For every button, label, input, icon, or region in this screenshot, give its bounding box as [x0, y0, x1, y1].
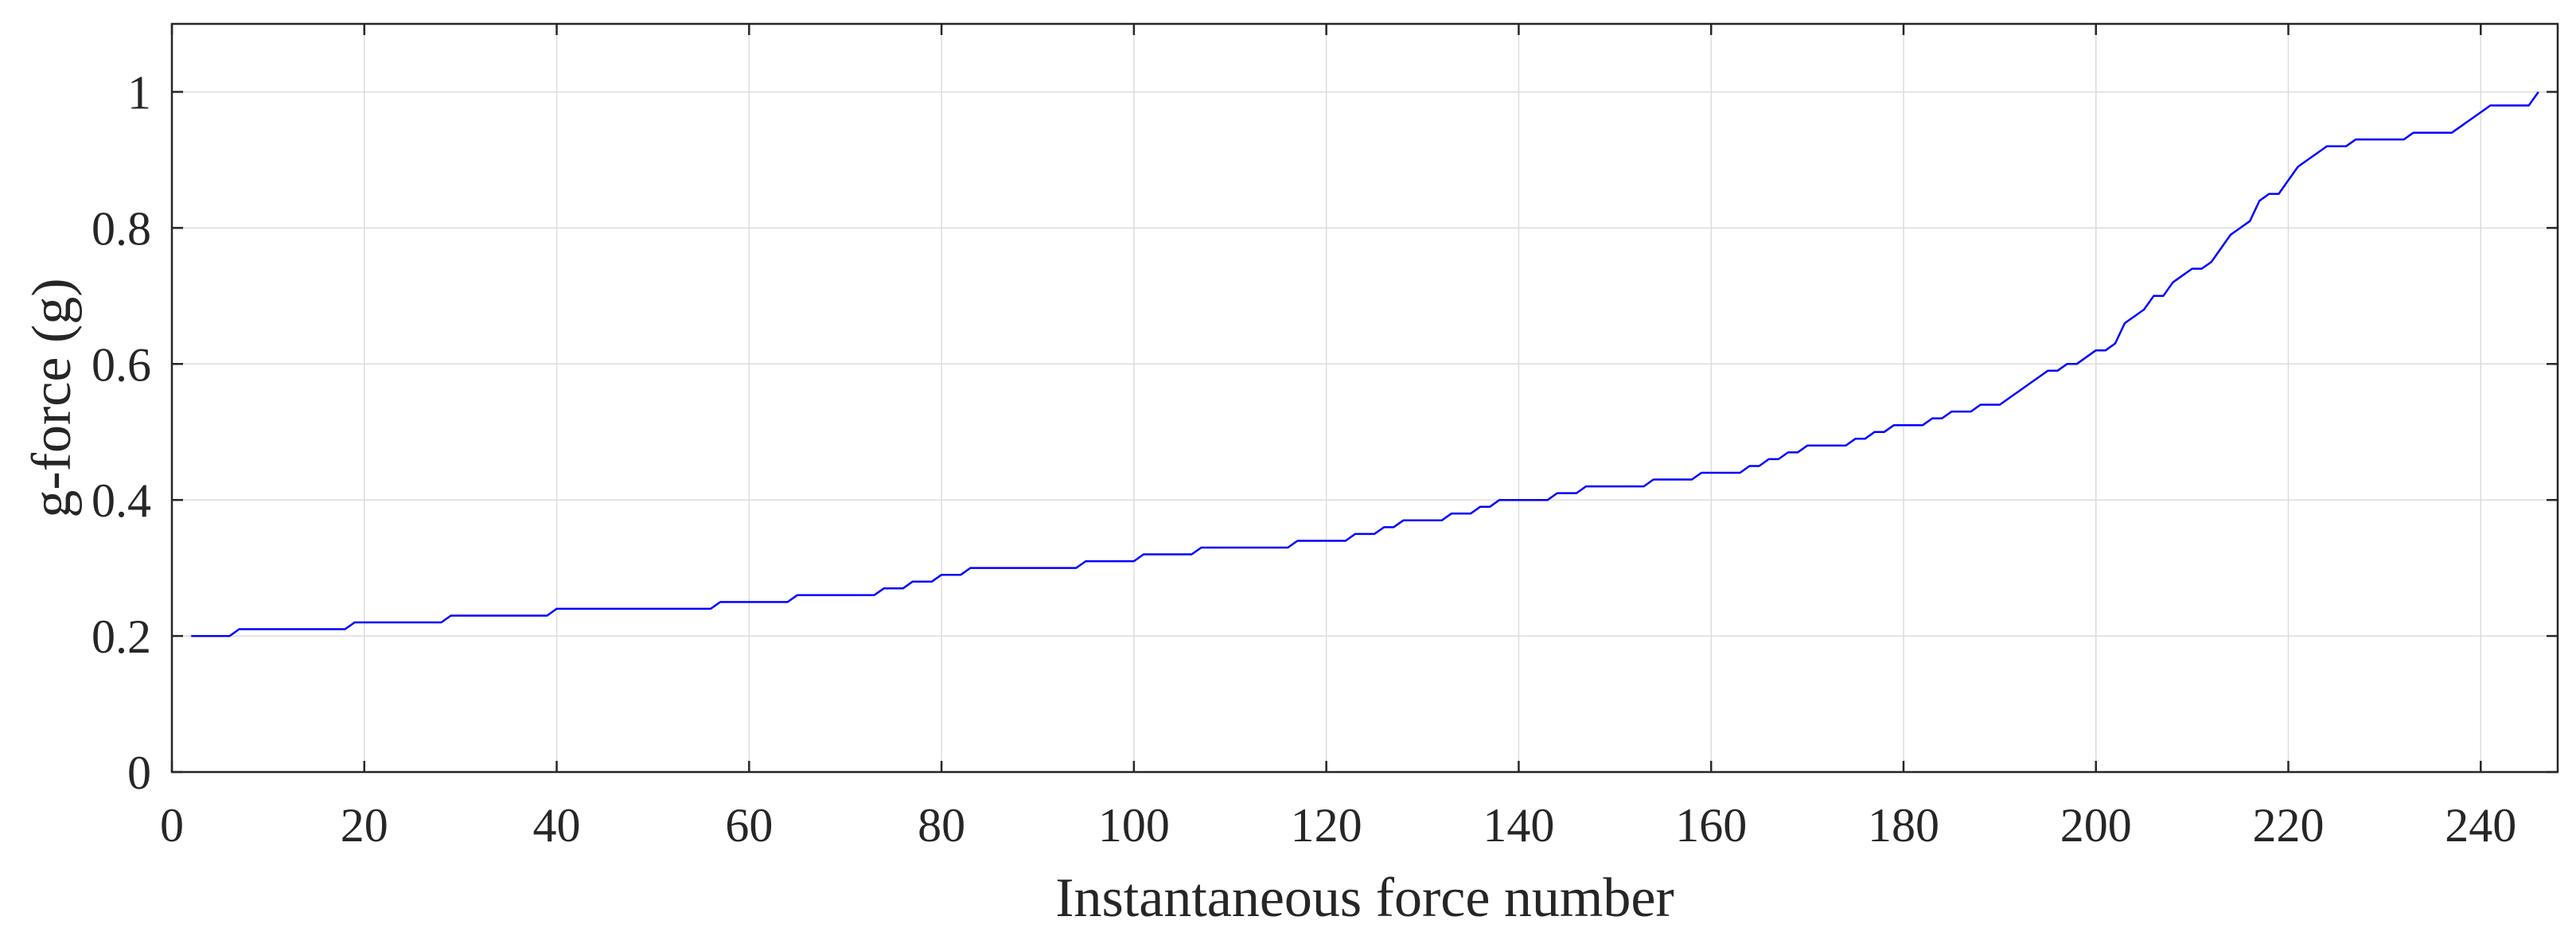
y-tick-label: 0.4 [92, 474, 151, 527]
x-tick-label: 0 [160, 799, 184, 852]
y-tick-label: 0.6 [92, 338, 151, 391]
x-tick-label: 220 [2253, 799, 2325, 852]
tick-marks [170, 24, 2558, 774]
x-tick-label: 120 [1291, 799, 1362, 852]
series-line [191, 91, 2539, 638]
x-tick-label: 20 [341, 799, 388, 852]
x-tick-label: 200 [2060, 799, 2132, 852]
y-tick-label: 0.8 [92, 202, 151, 255]
x-tick-label: 180 [1868, 799, 1939, 852]
y-tick-labels: 0 0.2 0.4 0.6 0.8 1 [92, 66, 151, 799]
y-tick-label: 0.2 [92, 610, 151, 663]
x-tick-label: 60 [725, 799, 773, 852]
plot-area [172, 24, 2558, 772]
x-tick-labels: 0 20 40 60 80 100 120 140 160 180 200 220 240 [160, 799, 2516, 852]
y-tick-label: 0 [127, 747, 151, 799]
x-tick-label: 140 [1483, 799, 1554, 852]
x-tick-label: 80 [918, 799, 965, 852]
y-axis-title: g-force (g) [21, 278, 83, 517]
x-tick-label: 160 [1675, 799, 1747, 852]
y-tick-label: 1 [127, 66, 151, 119]
x-tick-label: 240 [2445, 799, 2516, 852]
x-tick-label: 40 [533, 799, 581, 852]
axes-box [170, 22, 2559, 774]
grid [172, 24, 2558, 772]
x-axis-title: Instantaneous force number [1055, 868, 1674, 929]
series-layer [191, 91, 2539, 638]
x-tick-label: 100 [1098, 799, 1170, 852]
